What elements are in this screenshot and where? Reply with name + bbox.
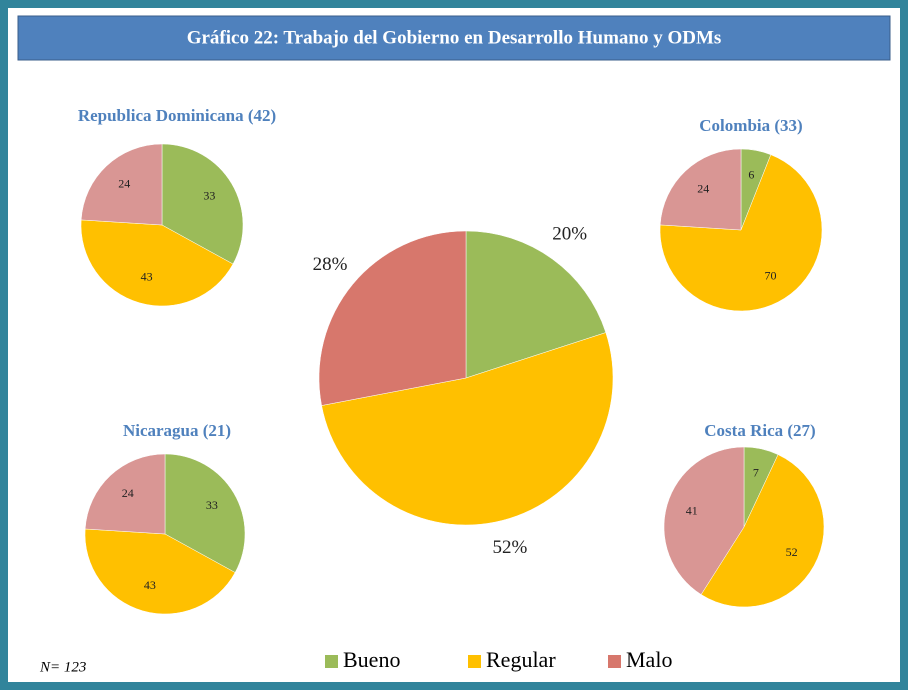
data-label: 24 [118, 177, 130, 191]
pie-slice [700, 454, 825, 608]
legend-swatch [325, 655, 338, 668]
pie-slice [321, 332, 614, 526]
pie-slice [80, 219, 234, 307]
pie-title: Costa Rica (27) [704, 421, 815, 440]
pie-slice [663, 446, 745, 595]
data-label: 28% [313, 254, 348, 275]
pie-slice [164, 453, 246, 573]
note: N= 123 [39, 659, 86, 675]
pie-slice [80, 143, 163, 226]
legend-label: Regular [486, 647, 556, 672]
pie-title: Colombia (33) [699, 116, 802, 135]
pie-slice [84, 453, 166, 535]
pie-slice [318, 230, 467, 406]
data-label: 24 [697, 182, 709, 196]
data-label: 33 [206, 498, 218, 512]
data-label: 7 [753, 466, 759, 480]
data-label: 52% [492, 537, 527, 558]
pie-title: Republica Dominicana (42) [78, 106, 276, 125]
data-label: 41 [686, 504, 698, 518]
pie-title: Nicaragua (21) [123, 421, 231, 440]
pie-slice [84, 528, 236, 615]
title-bar [17, 15, 891, 61]
legend-swatch [608, 655, 621, 668]
chart-title: Gráfico 22: Trabajo del Gobierno en Desa… [187, 27, 722, 48]
legend-label: Malo [626, 647, 672, 672]
pie-slice [161, 143, 244, 265]
data-label: 43 [141, 270, 153, 284]
pie-slice [659, 148, 742, 231]
data-label: 6 [748, 168, 754, 182]
data-label: 43 [144, 578, 156, 592]
data-label: 52 [786, 545, 798, 559]
data-label: 24 [122, 486, 134, 500]
legend-label: Bueno [343, 647, 400, 672]
data-label: 33 [203, 189, 215, 203]
pie-slice [659, 154, 823, 312]
data-label: 70 [765, 268, 777, 282]
data-label: 20% [552, 224, 587, 245]
legend-swatch [468, 655, 481, 668]
pie-slice [465, 230, 607, 379]
